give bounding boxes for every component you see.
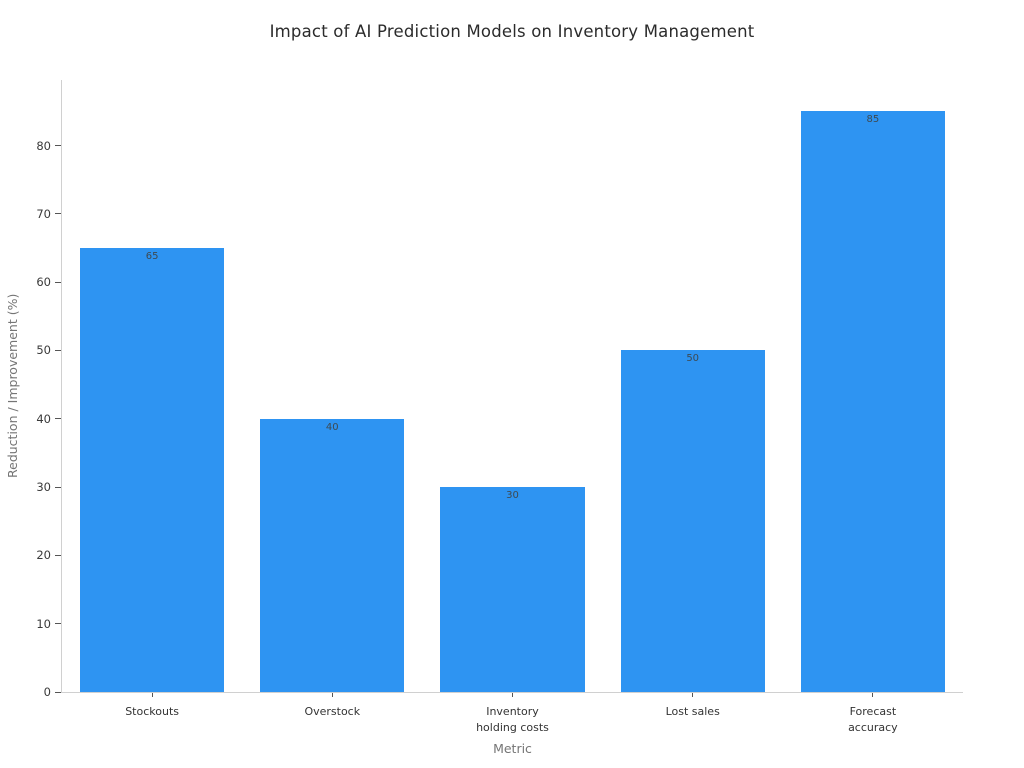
x-axis-line <box>61 692 963 693</box>
bar-inventory-holding-costs: 30 <box>440 487 585 692</box>
y-axis-line <box>61 80 62 693</box>
y-axis-title: Reduction / Improvement (%) <box>5 293 20 479</box>
y-tick-label: 60 <box>36 275 51 290</box>
bar-value-label: 65 <box>145 251 159 263</box>
plot-area: 0 10 20 30 40 50 60 70 80 65 Stockouts 40 Overstock 3… <box>36 80 963 734</box>
x-tick-mark <box>692 693 694 697</box>
y-tick-mark <box>55 554 61 556</box>
x-tick-mark <box>872 693 874 697</box>
x-tick-label: Overstock <box>304 705 361 718</box>
y-tick-mark <box>55 418 61 420</box>
y-tick-mark <box>55 486 61 488</box>
y-tick-mark <box>55 281 61 283</box>
bar-lost-sales: 50 <box>620 350 765 692</box>
bar-forecast-accuracy: 85 <box>800 111 945 692</box>
x-tick-label: Lost sales <box>665 705 720 718</box>
x-tick-mark <box>512 693 513 697</box>
y-tick-mark <box>55 145 61 147</box>
x-tick-label: Inventory holding costs <box>476 705 549 734</box>
x-tick-mark <box>331 693 333 697</box>
y-tick-label: 0 <box>43 685 51 699</box>
x-tick-label: Stockouts <box>125 705 179 718</box>
bar-value-label: 30 <box>506 490 519 502</box>
y-tick-label: 30 <box>36 480 51 495</box>
bar-value-label: 85 <box>866 114 880 126</box>
y-tick-mark <box>55 623 61 625</box>
bar-value-label: 40 <box>325 421 339 433</box>
x-tick-label: Forecast accuracy <box>848 705 898 734</box>
x-axis-title: Metric <box>493 741 532 756</box>
y-tick-label: 10 <box>36 616 51 631</box>
y-tick-mark <box>55 691 61 693</box>
bar-stockouts: 65 <box>80 248 225 692</box>
y-tick-label: 20 <box>36 548 51 563</box>
y-tick-label: 50 <box>36 343 51 358</box>
bar-overstock: 40 <box>260 418 405 692</box>
bar-value-label: 50 <box>686 353 700 365</box>
y-tick-mark <box>55 213 61 215</box>
y-tick-mark <box>55 349 61 351</box>
chart-title: Impact of AI Prediction Models on Invent… <box>269 22 755 41</box>
y-tick-label: 70 <box>36 206 51 221</box>
x-tick-mark <box>151 693 153 697</box>
y-tick-label: 40 <box>36 411 51 426</box>
y-tick-label: 80 <box>36 138 51 153</box>
